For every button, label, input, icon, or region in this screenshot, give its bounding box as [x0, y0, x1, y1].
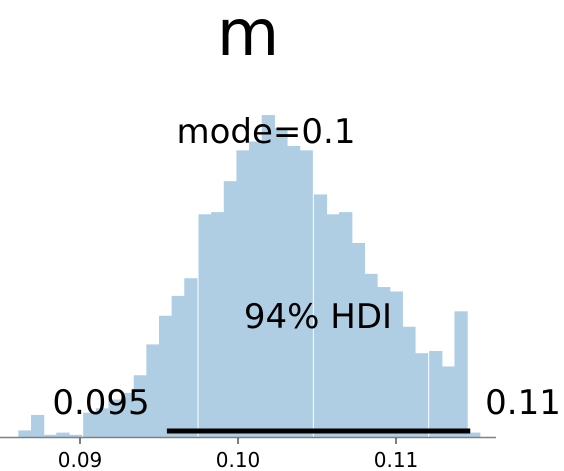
histogram-bar [31, 414, 45, 437]
histogram-bar [159, 315, 173, 438]
histogram-bar [402, 326, 416, 437]
histogram-bar [18, 430, 32, 437]
histogram-bar [286, 145, 301, 437]
chart-title: m [217, 0, 279, 71]
x-tick-label: 0.10 [216, 448, 261, 471]
histogram-bar [211, 212, 225, 437]
histogram-bar [223, 181, 238, 437]
histogram-bar [121, 392, 135, 437]
histogram-bar [389, 291, 403, 437]
histogram-bar [326, 214, 340, 437]
histogram-bar [56, 432, 70, 437]
x-tick-label: 0.11 [374, 448, 419, 471]
histogram-bar [454, 311, 468, 437]
histogram-bar [351, 242, 366, 437]
histogram-bar [377, 287, 391, 437]
histogram-bar [83, 412, 97, 438]
histogram-bar [429, 351, 443, 437]
histogram-bar [364, 273, 378, 437]
histogram-bar [198, 214, 212, 437]
histogram-bar [299, 150, 313, 437]
hdi-high-label: 0.11 [485, 383, 561, 423]
histogram-bar [95, 408, 110, 437]
histogram-bar [133, 375, 147, 437]
histogram-bar [236, 150, 250, 437]
hdi-low-label: 0.095 [52, 383, 149, 423]
histogram-bar [274, 128, 288, 438]
histogram-bar [146, 344, 160, 437]
histogram-bar [249, 141, 263, 437]
histogram-bars [18, 115, 481, 438]
histogram-bar [68, 434, 83, 438]
x-tick-label: 0.09 [58, 448, 103, 471]
histogram-bar [467, 432, 481, 437]
histogram-bar [441, 366, 456, 437]
hdi-label: 94% HDI [244, 297, 392, 337]
histogram-bar [261, 115, 275, 437]
histogram-bar [171, 295, 185, 437]
mode-label: mode=0.1 [177, 112, 356, 152]
histogram-bar [184, 278, 198, 437]
histogram-bar [108, 399, 122, 437]
histogram-bar [414, 353, 429, 437]
x-ticks: 0.09 0.10 0.11 [58, 438, 419, 471]
histogram-bar [339, 212, 353, 437]
histogram-bar [43, 434, 57, 438]
histogram-bar [313, 194, 328, 437]
